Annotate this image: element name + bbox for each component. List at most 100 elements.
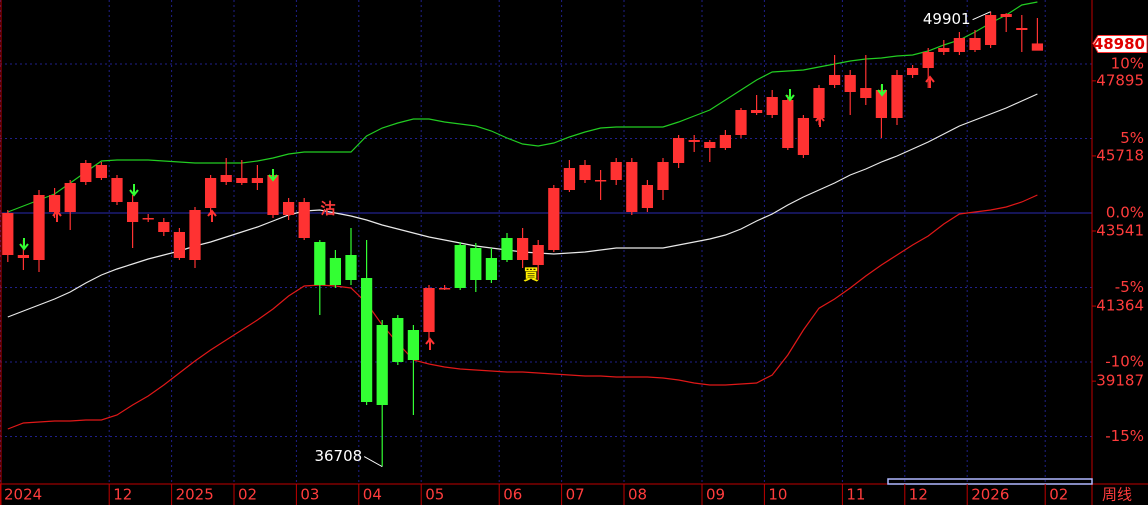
candle-body [688,140,700,142]
x-tick-label: 04 [363,486,382,504]
annotation-leader [972,11,991,21]
x-tick-label: 2026 [971,486,1009,504]
annotation-leader [363,456,383,468]
candle-body [828,75,841,85]
y2-tick-label: -15% [1105,427,1144,445]
candle-body [641,185,654,208]
candle-body [329,258,342,285]
candle-body [314,242,326,285]
grid [0,0,1092,483]
candle-body [173,232,186,258]
y2-tick-label: -5% [1115,278,1144,296]
overlay: 10% 5% 0.0% -5% -10% -15% 39187 41364 43541 45718… [0,10,1148,505]
candles [2,11,1044,467]
last-price-label: 48980 [1093,35,1145,53]
annotation-label: 49901 [923,10,971,28]
candle-body [766,97,778,115]
x-tick-label: 12 [113,486,132,504]
candle-body [782,100,794,148]
candle-body [735,110,747,135]
candle-body [953,38,966,52]
y-tick-label: 47895 [1096,71,1144,89]
x-tick-label: 08 [628,486,647,504]
candle-body [438,288,451,290]
annotation-label: 36708 [314,447,362,465]
candle-body [80,163,92,182]
candle-body [251,178,264,183]
down-arrows [19,84,887,251]
x-tick-label: 05 [425,486,444,504]
candle-body [969,38,981,50]
sell-signal: 沽 [320,200,335,218]
candle-body [704,142,716,148]
x-tick-label: 11 [846,486,865,504]
candle-body [594,180,607,182]
candle-body [470,248,482,280]
last-price-box [1092,34,1148,53]
y-tick-label: 45718 [1096,146,1144,164]
y-tick-label: 41364 [1096,297,1144,315]
candle-body [423,288,435,332]
candle-body [657,162,669,190]
x-tick-label: 02 [1049,486,1068,504]
candle-body [407,330,420,360]
x-tick-label: 09 [706,486,725,504]
candle-body [189,210,201,260]
candle-body [158,222,170,232]
candle-body [906,68,919,75]
x-tick-label: 07 [566,486,585,504]
candle-body [33,195,45,260]
candle-body [719,135,732,148]
up-arrows [52,75,935,350]
candle-body [548,188,560,250]
candle-body [750,110,763,113]
y2-tick-label: 10% [1111,55,1144,73]
candle-body [485,258,498,280]
candle-body [48,195,61,212]
candle-body [360,278,373,402]
y2-tick-label: 0.0% [1106,204,1144,222]
candle-body [345,255,357,280]
candle-body [579,165,591,180]
x-tick-label: 10 [768,486,787,504]
candle-body [126,202,139,222]
candle-body [516,238,529,260]
candle-body [813,88,825,118]
candle-body [610,162,622,180]
candle-body [392,318,404,362]
period-label: 周线 [1102,486,1132,504]
x-tick-label: 02 [238,486,257,504]
candle-body [875,90,888,118]
candle-body [220,175,232,182]
scrollbar[interactable] [887,478,1093,485]
candle-body [1000,14,1012,17]
candle-body [860,88,872,98]
candle-body [376,325,388,405]
band-line [7,194,1038,430]
candle-body [922,52,934,68]
candle-body [17,255,30,258]
candle-body [236,178,248,183]
y-tick-label: 39187 [1096,372,1144,390]
candle-body [282,202,295,215]
candle-body [532,245,544,265]
x-tick-label: 06 [503,486,522,504]
candle-body [672,138,685,163]
x-tick-label: 2025 [176,486,214,504]
candle-body [454,245,466,288]
candle-body [267,175,279,215]
candle-body [891,75,903,118]
buy-signal: 買 [523,266,538,284]
candle-body [142,218,154,220]
y-tick-label: 43541 [1096,222,1144,240]
candle-body [64,183,76,212]
x-tick-label: 12 [909,486,928,504]
candle-body [204,178,217,208]
candle-body [501,238,513,260]
candle-body [298,202,310,238]
candle-body [111,178,123,202]
candle-body [938,48,950,52]
x-tick-label: 2024 [4,486,42,504]
candle-body [984,15,997,45]
